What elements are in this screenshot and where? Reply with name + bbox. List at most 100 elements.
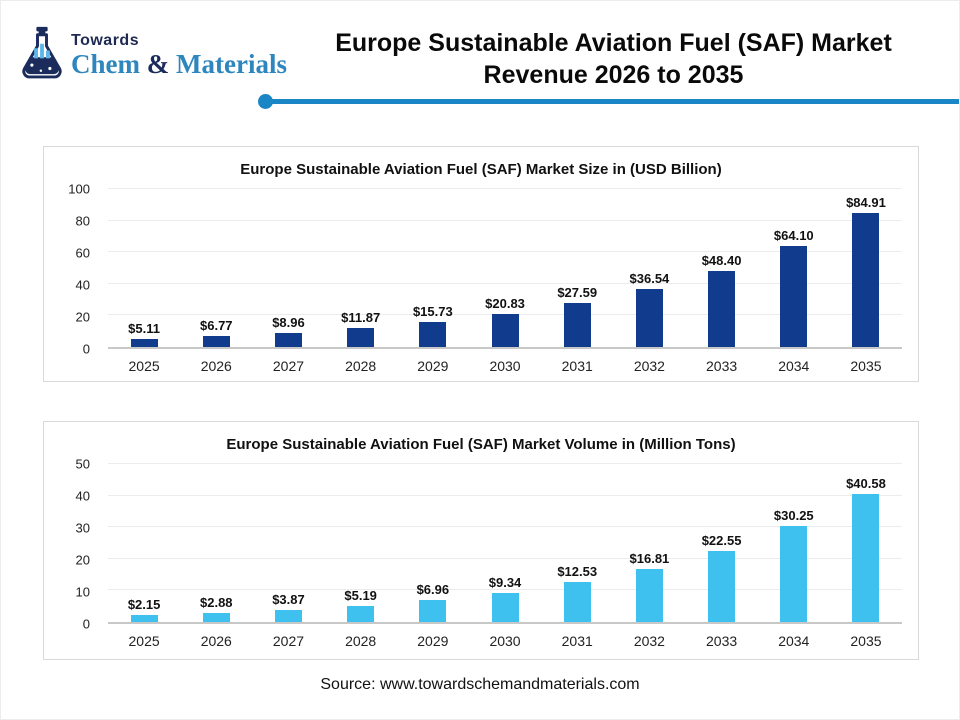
x-tick-label: 2032 [633,633,665,649]
x-tick-label: 2031 [561,633,593,649]
x-tick-label: 2029 [417,358,449,374]
bar [708,270,736,347]
bar [780,245,808,347]
gridline [108,557,902,559]
y-tick-label: 0 [82,616,90,632]
bar-group-2027: $3.87 [252,464,324,622]
x-tick-label: 2025 [128,358,160,374]
bar-value-label: $9.34 [488,574,522,590]
chart-panel-market-volume: Europe Sustainable Aviation Fuel (SAF) M… [43,421,919,660]
bar [347,328,375,347]
gridline [108,251,902,253]
gridline [108,589,902,591]
brand-ampersand [140,49,147,79]
bar-value-label: $30.25 [773,508,814,524]
x-tick-label: 2031 [561,358,593,374]
chart-body: 0 20 40 60 80 100 $5.11 $6.77 $8.96 $11.87 $15.73… [56,183,902,356]
bar-value-label: $11.87 [341,310,381,326]
x-tick-label: 2028 [345,358,377,374]
bar-value-label: $5.19 [344,587,377,603]
source-text: Source: www.towardschemandmaterials.com [320,676,640,693]
bar-series: $5.11 $6.77 $8.96 $11.87 $15.73 $20.83 $27.59 $… [108,189,902,347]
bar-value-label: $5.11 [128,320,160,336]
bar-group-2030: $20.83 [469,189,541,347]
bar-group-2025: $2.15 [108,464,180,622]
bar-value-label: $2.88 [200,594,233,610]
gridlines [108,463,902,622]
bar-group-2029: $15.73 [397,189,469,347]
bar-group-2029: $6.96 [397,464,469,622]
bar [563,303,591,347]
y-axis: 0 20 40 60 80 100 [56,183,104,356]
bar [852,493,880,622]
bar [635,568,663,622]
bar [202,612,230,622]
bar-group-2028: $5.19 [325,464,397,622]
bar-value-label: $36.54 [629,271,670,287]
brand-text: Towards Chem & Materials [71,32,287,78]
bar [491,314,519,347]
gridline [108,494,902,496]
bar-value-label: $40.58 [846,475,886,491]
bar-group-2032: $36.54 [613,189,685,347]
y-tick-label: 40 [75,488,90,504]
x-tick-label: 2035 [850,633,882,649]
bar-group-2035: $40.58 [830,464,902,622]
y-axis: 0 10 20 30 40 50 [56,458,104,631]
brand-towards: Towards [71,31,140,49]
gridline [108,188,902,189]
bar-group-2025: $5.11 [108,189,180,347]
bar-group-2030: $9.34 [469,464,541,622]
bar-value-label: $3.87 [272,591,305,607]
gridline [108,526,902,528]
bar-value-label: $6.96 [416,582,450,598]
x-tick-label: 2034 [778,633,810,649]
bar-group-2031: $27.59 [541,189,613,347]
bar-value-label: $84.91 [846,194,886,210]
y-tick-label: 40 [75,277,90,293]
chart-title-market-volume: Europe Sustainable Aviation Fuel (SAF) M… [226,436,736,453]
bar-value-label: $12.53 [557,564,598,580]
bar [708,550,736,622]
bar [563,582,591,622]
x-tick-label: 2026 [200,358,232,374]
brand-name: Chem & Materials [71,48,287,79]
x-tick-label: 2034 [778,358,810,374]
chart-panel-market-size: Europe Sustainable Aviation Fuel (SAF) M… [43,146,919,382]
bar-value-label: $27.59 [557,285,598,301]
bar-group-2034: $64.10 [758,189,830,347]
plot-area: $5.11 $6.77 $8.96 $11.87 $15.73 $20.83 $27.59 $… [108,188,902,349]
bar-value-label: $6.77 [200,318,233,334]
bar-value-label: $15.73 [412,304,453,320]
bar-value-label: $16.81 [629,550,670,566]
bar-group-2028: $11.87 [325,189,397,347]
bar [780,526,808,622]
x-tick-label: 2033 [706,633,738,649]
y-tick-label: 0 [82,341,90,357]
bar [347,605,375,622]
y-tick-label: 20 [75,309,90,325]
y-tick-label: 20 [75,552,90,568]
bar [852,212,880,347]
x-tick-label: 2026 [200,633,232,649]
bar [419,600,447,622]
bar-value-label: $2.15 [127,597,161,613]
gridline [108,463,902,464]
gridline [108,282,902,284]
bar [274,609,302,622]
brand-materials-space [169,49,176,79]
bar-group-2031: $12.53 [541,464,613,622]
chart-body: 0 10 20 30 40 50 $2.15 $2.88 $3.87 $5.19 $6.96 $9.… [56,458,902,631]
x-tick-label: 2030 [489,358,521,374]
x-tick-label: 2028 [345,633,377,649]
y-tick-label: 80 [75,213,90,229]
brand-logo: Towards Chem & Materials [15,25,287,85]
bar-value-label: $48.40 [701,252,742,268]
bar [419,322,447,347]
plot-area: $2.15 $2.88 $3.87 $5.19 $6.96 $9.34 $12.53 $16.… [108,463,902,624]
bar [130,338,158,347]
bar-value-label: $22.55 [701,532,742,548]
bar-group-2035: $84.91 [830,189,902,347]
x-tick-label: 2027 [272,633,305,649]
chart-title-market-size: Europe Sustainable Aviation Fuel (SAF) M… [240,161,722,178]
